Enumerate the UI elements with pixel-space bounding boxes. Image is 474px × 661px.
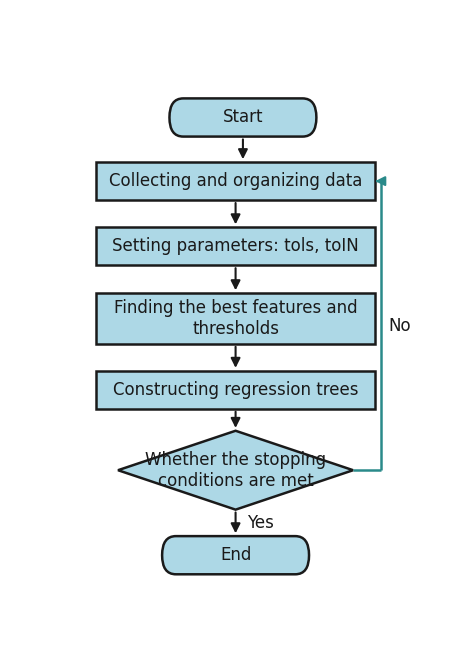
Bar [96, 162, 375, 200]
Text: Constructing regression trees: Constructing regression trees [113, 381, 358, 399]
Polygon shape [118, 431, 353, 510]
Text: Yes: Yes [246, 514, 273, 532]
Text: Collecting and organizing data: Collecting and organizing data [109, 172, 362, 190]
Text: End: End [220, 546, 251, 564]
Text: Finding the best features and
thresholds: Finding the best features and thresholds [114, 299, 357, 338]
Bar [96, 371, 375, 409]
Text: No: No [388, 317, 410, 334]
FancyBboxPatch shape [162, 536, 309, 574]
Text: Start: Start [223, 108, 263, 126]
Text: Whether the stopping
conditions are met: Whether the stopping conditions are met [145, 451, 326, 490]
Bar [96, 227, 375, 265]
Text: Setting parameters: tols, toIN: Setting parameters: tols, toIN [112, 237, 359, 255]
FancyBboxPatch shape [169, 98, 316, 137]
Bar [96, 293, 375, 344]
